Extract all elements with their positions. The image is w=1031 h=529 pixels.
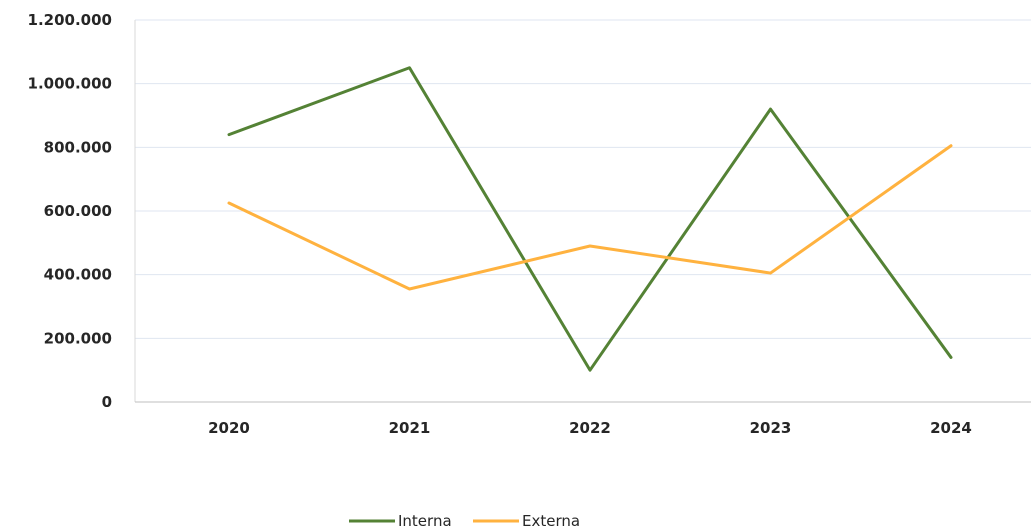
y-tick-label: 0 [102,393,112,411]
legend-label: Externa [522,512,580,529]
gridlines [135,19,1031,339]
x-tick-label: 2020 [208,419,250,437]
x-tick-labels: 2020 2021 2022 2023 2024 [208,419,972,437]
legend-label: Interna [398,512,452,529]
y-tick-label: 400.000 [44,266,112,284]
legend: Interna Externa [349,512,580,529]
series-line-interna [227,66,953,372]
series-line-externa [227,144,953,291]
axes [134,20,1031,403]
y-tick-label: 800.000 [44,138,112,156]
y-tick-label: 200.000 [44,329,112,347]
y-tick-label: 600.000 [44,202,112,220]
series-lines [227,66,953,372]
y-tick-label: 1.200.000 [28,11,112,29]
y-tick-label: 1.000.000 [28,75,112,93]
y-tick-labels: 0 200.000 400.000 600.000 800.000 1.000.000 1.… [28,11,112,411]
x-tick-label: 2021 [389,419,431,437]
x-tick-label: 2023 [750,419,792,437]
x-tick-label: 2022 [569,419,611,437]
x-tick-label: 2024 [930,419,972,437]
